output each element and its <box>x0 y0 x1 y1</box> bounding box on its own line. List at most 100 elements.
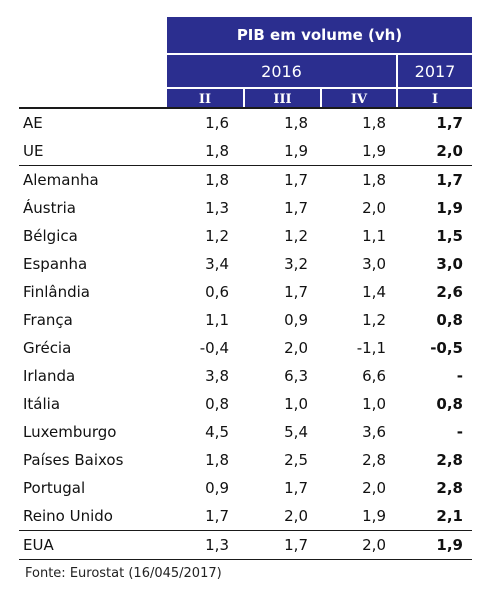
value-2016-iii: 1,9 <box>284 142 308 160</box>
value-2016-ii: 1,8 <box>205 451 229 469</box>
value-2016-iv: 6,6 <box>362 367 386 385</box>
year-2017-header: 2017 <box>398 55 472 87</box>
value-2016-iii: 1,2 <box>284 227 308 245</box>
value-2016-iv: 2,0 <box>362 199 386 217</box>
row-divider <box>19 530 472 531</box>
value-2017-i: 2,8 <box>436 479 463 497</box>
value-2017-i: - <box>456 423 463 441</box>
value-2016-ii: 1,2 <box>205 227 229 245</box>
quarter-header-i: I <box>398 89 472 109</box>
value-2016-iv: 2,8 <box>362 451 386 469</box>
table-row: UE 1,8 1,9 1,9 2,0 <box>19 137 472 165</box>
value-2016-iv: 1,2 <box>362 311 386 329</box>
header-divider <box>19 107 472 109</box>
value-2016-iii: 1,7 <box>284 479 308 497</box>
value-2016-iv: 3,0 <box>362 255 386 273</box>
country-name: França <box>23 311 73 329</box>
value-2016-iv: 3,6 <box>362 423 386 441</box>
value-2017-i: -0,5 <box>430 339 463 357</box>
table-row: Áustria 1,3 1,7 2,0 1,9 <box>19 194 472 222</box>
table-row: Alemanha 1,8 1,7 1,8 1,7 <box>19 166 472 194</box>
value-2017-i: 3,0 <box>436 255 463 273</box>
value-2016-ii: 1,6 <box>205 114 229 132</box>
value-2017-i: 1,5 <box>436 227 463 245</box>
value-2016-ii: 0,6 <box>205 283 229 301</box>
value-2017-i: - <box>456 367 463 385</box>
row-divider <box>19 165 472 166</box>
country-name: Alemanha <box>23 171 99 189</box>
gdp-table: PIB em volume (vh) 2016 2017 II III IV I… <box>19 17 472 560</box>
country-name: Reino Unido <box>23 507 113 525</box>
value-2016-iii: 1,8 <box>284 114 308 132</box>
value-2016-ii: 3,8 <box>205 367 229 385</box>
country-name: Finlândia <box>23 283 90 301</box>
country-name: AE <box>23 114 43 132</box>
table-body: AE 1,6 1,8 1,8 1,7 UE 1,8 1,9 1,9 2,0 Alemanha 1,8 1… <box>19 109 472 560</box>
value-2017-i: 1,9 <box>436 536 463 554</box>
value-2016-iv: 1,9 <box>362 142 386 160</box>
table-row: Grécia -0,4 2,0 -1,1 -0,5 <box>19 334 472 362</box>
value-2016-iv: 1,1 <box>362 227 386 245</box>
value-2017-i: 2,1 <box>436 507 463 525</box>
country-name: UE <box>23 142 44 160</box>
value-2016-ii: 1,7 <box>205 507 229 525</box>
table-row: França 1,1 0,9 1,2 0,8 <box>19 306 472 334</box>
value-2016-iii: 0,9 <box>284 311 308 329</box>
table-row: Países Baixos 1,8 2,5 2,8 2,8 <box>19 446 472 474</box>
value-2016-iv: 2,0 <box>362 479 386 497</box>
table-row: Luxemburgo 4,5 5,4 3,6 - <box>19 418 472 446</box>
value-2017-i: 1,7 <box>436 114 463 132</box>
value-2016-ii: 1,8 <box>205 171 229 189</box>
value-2016-iv: 1,0 <box>362 395 386 413</box>
value-2016-ii: 1,1 <box>205 311 229 329</box>
country-name: Países Baixos <box>23 451 124 469</box>
table-row: Itália 0,8 1,0 1,0 0,8 <box>19 390 472 418</box>
value-2016-iii: 1,7 <box>284 171 308 189</box>
value-2017-i: 2,8 <box>436 451 463 469</box>
table-bottom-border <box>19 559 472 560</box>
year-2016-header: 2016 <box>167 55 396 87</box>
country-name: Irlanda <box>23 367 76 385</box>
table-row: Espanha 3,4 3,2 3,0 3,0 <box>19 250 472 278</box>
value-2016-iii: 1,7 <box>284 283 308 301</box>
value-2016-ii: 1,3 <box>205 536 229 554</box>
table-row: AE 1,6 1,8 1,8 1,7 <box>19 109 472 137</box>
value-2016-iv: 1,8 <box>362 171 386 189</box>
country-name: Áustria <box>23 199 76 217</box>
country-name: Itália <box>23 395 61 413</box>
value-2016-iv: 1,4 <box>362 283 386 301</box>
table-row: Reino Unido 1,7 2,0 1,9 2,1 <box>19 502 472 530</box>
quarter-header-ii: II <box>167 89 243 109</box>
value-2016-iii: 6,3 <box>284 367 308 385</box>
table-row: EUA 1,3 1,7 2,0 1,9 <box>19 531 472 559</box>
country-name: Luxemburgo <box>23 423 117 441</box>
country-name: Portugal <box>23 479 86 497</box>
country-name: Bélgica <box>23 227 78 245</box>
value-2016-iii: 2,5 <box>284 451 308 469</box>
value-2016-iv: 2,0 <box>362 536 386 554</box>
country-name: Espanha <box>23 255 88 273</box>
value-2016-ii: 1,3 <box>205 199 229 217</box>
value-2016-ii: -0,4 <box>199 339 229 357</box>
value-2016-iii: 5,4 <box>284 423 308 441</box>
value-2016-ii: 3,4 <box>205 255 229 273</box>
country-name: Grécia <box>23 339 72 357</box>
value-2016-ii: 0,9 <box>205 479 229 497</box>
value-2017-i: 0,8 <box>436 311 463 329</box>
value-2016-iii: 2,0 <box>284 507 308 525</box>
country-name: EUA <box>23 536 54 554</box>
value-2017-i: 1,9 <box>436 199 463 217</box>
value-2017-i: 0,8 <box>436 395 463 413</box>
value-2017-i: 2,0 <box>436 142 463 160</box>
quarter-header-iii: III <box>245 89 320 109</box>
value-2016-iii: 1,7 <box>284 536 308 554</box>
value-2016-iv: 1,9 <box>362 507 386 525</box>
value-2016-iii: 1,7 <box>284 199 308 217</box>
value-2017-i: 2,6 <box>436 283 463 301</box>
table-row: Bélgica 1,2 1,2 1,1 1,5 <box>19 222 472 250</box>
value-2016-iii: 1,0 <box>284 395 308 413</box>
table-row: Finlândia 0,6 1,7 1,4 2,6 <box>19 278 472 306</box>
value-2016-ii: 1,8 <box>205 142 229 160</box>
value-2016-iv: -1,1 <box>356 339 386 357</box>
value-2016-iii: 3,2 <box>284 255 308 273</box>
